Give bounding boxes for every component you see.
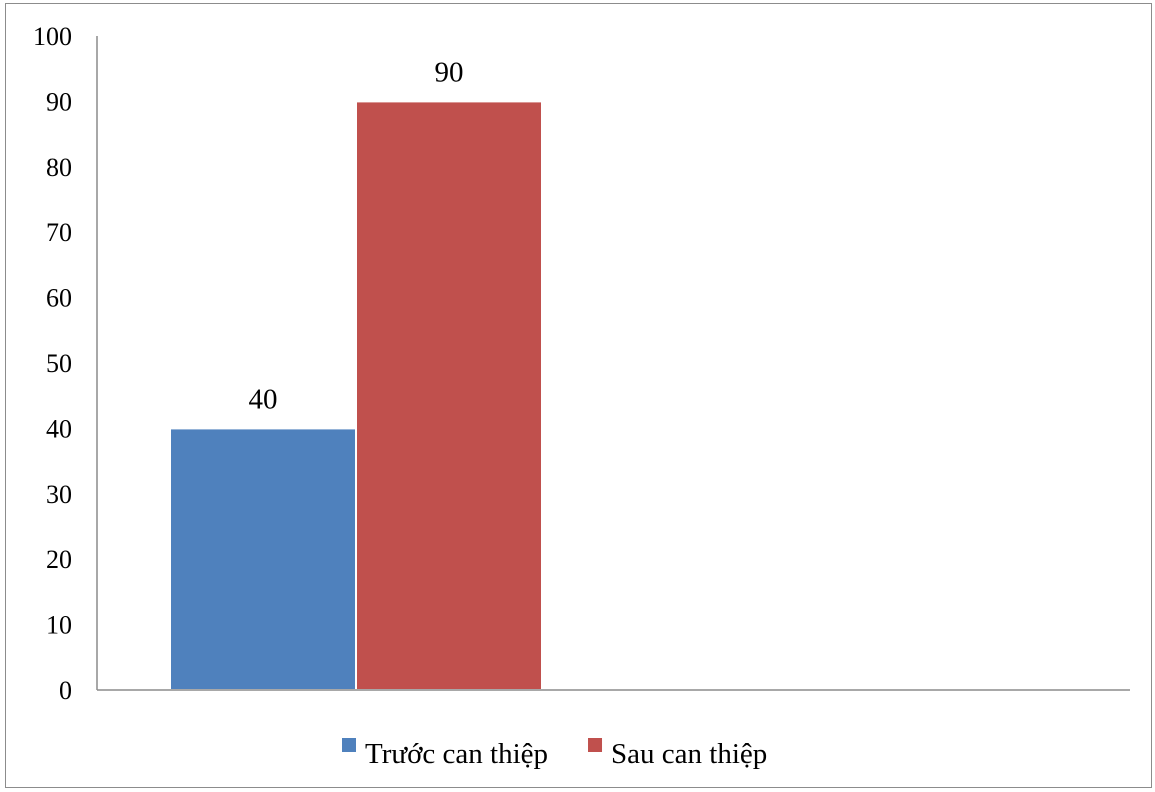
y-tick-label: 10 (46, 611, 72, 640)
y-tick-label: 30 (46, 480, 72, 509)
legend-item: Trước can thiệp (342, 738, 548, 770)
legend-item: Sau can thiệp (588, 738, 767, 770)
y-tick-label: 100 (33, 22, 72, 51)
data-labels: 40 90 (249, 56, 464, 415)
y-tick-label: 70 (46, 218, 72, 247)
bar-after (355, 100, 543, 691)
y-tick-label: 80 (46, 153, 72, 182)
legend-swatch (342, 738, 356, 752)
y-tick-label: 50 (46, 349, 72, 378)
y-tick-label: 20 (46, 545, 72, 574)
data-label: 40 (249, 383, 278, 415)
y-tick-label: 0 (59, 676, 72, 705)
y-tick-label: 40 (46, 414, 72, 443)
y-axis-ticks: 0 10 20 30 40 50 60 70 80 90 100 (33, 22, 72, 705)
legend-swatch (588, 738, 603, 752)
bars (169, 100, 543, 691)
legend: Trước can thiệp Sau can thiệp (342, 738, 767, 770)
legend-label: Trước can thiệp (365, 738, 548, 770)
legend-label: Sau can thiệp (611, 738, 767, 770)
bar-before (169, 427, 357, 691)
data-label: 90 (435, 56, 464, 88)
y-tick-label: 90 (46, 87, 72, 116)
y-tick-label: 60 (46, 284, 72, 313)
